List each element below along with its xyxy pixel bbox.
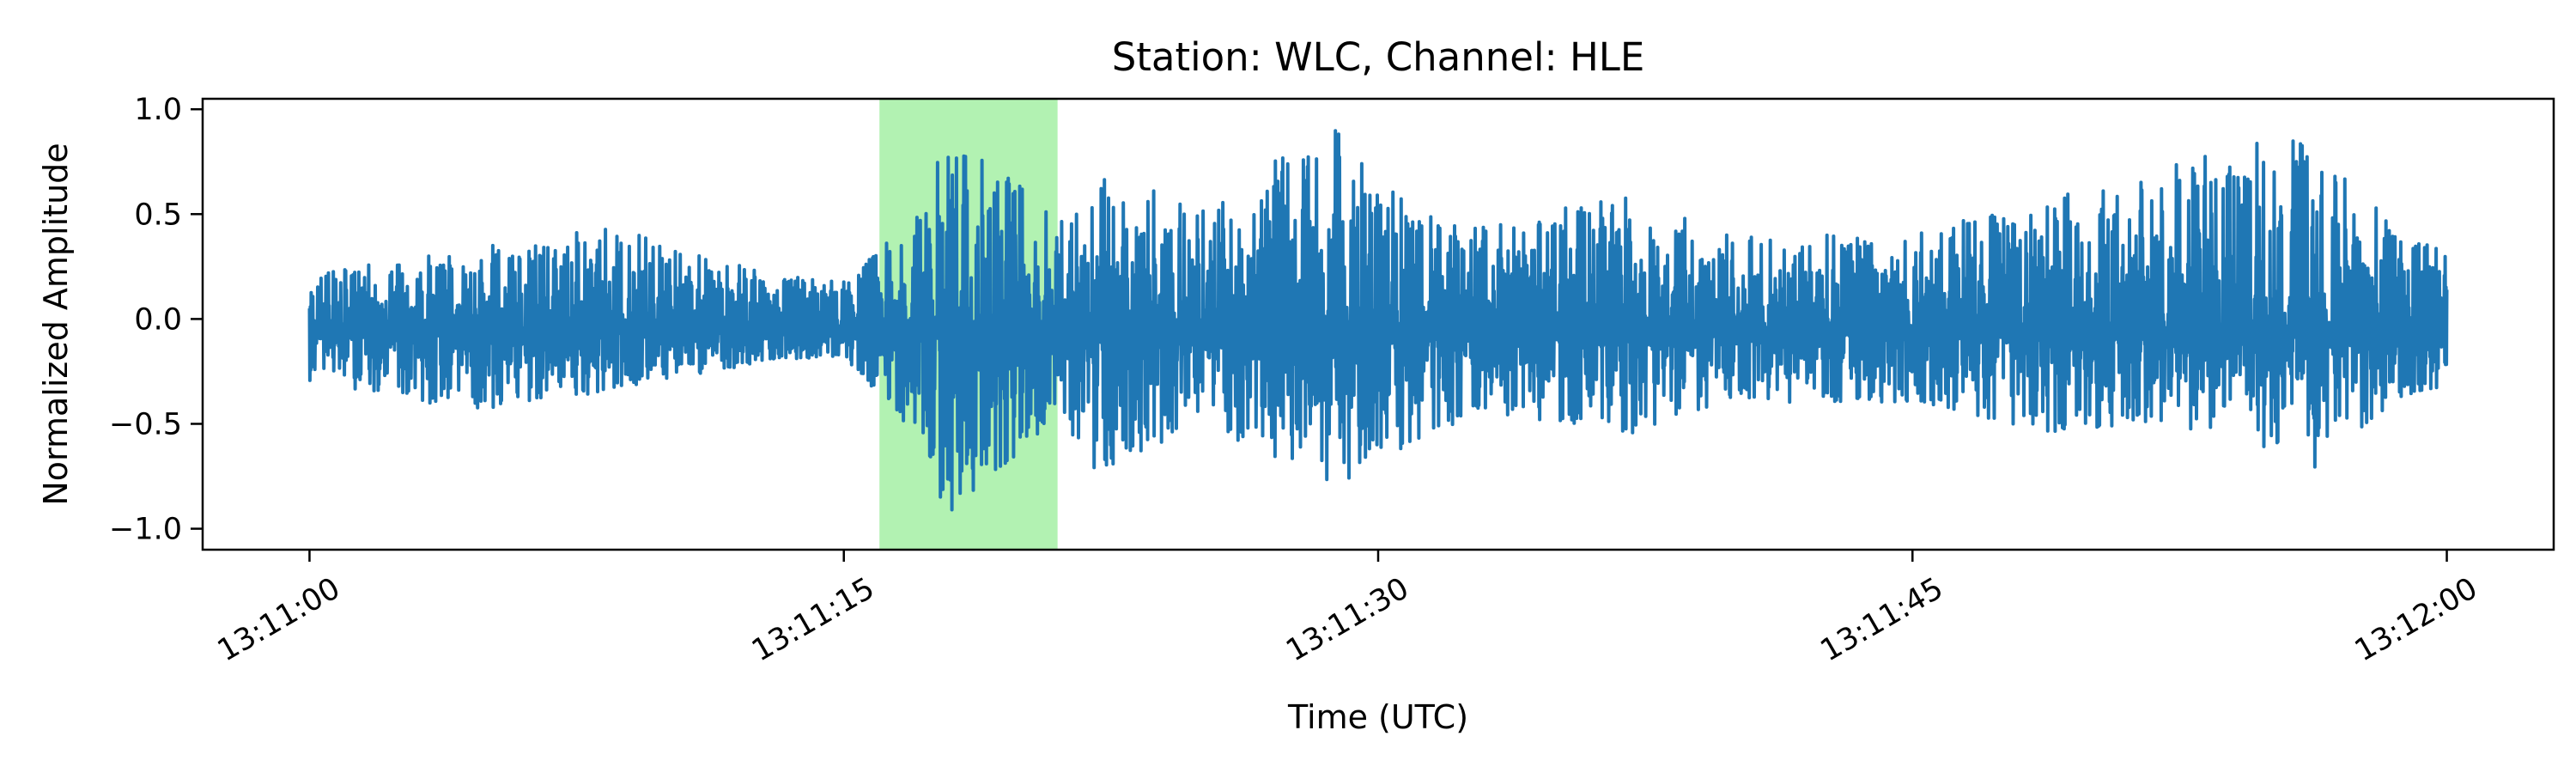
series-layer bbox=[307, 129, 2449, 512]
y-tick-label: 0.5 bbox=[134, 198, 182, 232]
chart-title: Station: WLC, Channel: HLE bbox=[1112, 34, 1645, 80]
y-axis-label: Normalized Amplitude bbox=[37, 143, 75, 505]
y-tick-label: 1.0 bbox=[134, 93, 182, 127]
waveform-line bbox=[307, 129, 2449, 512]
y-tick-label: −0.5 bbox=[109, 407, 182, 441]
y-tick-label: 0.0 bbox=[134, 302, 182, 337]
y-tick-label: −1.0 bbox=[109, 513, 182, 547]
x-axis-label: Time (UTC) bbox=[1287, 698, 1468, 736]
